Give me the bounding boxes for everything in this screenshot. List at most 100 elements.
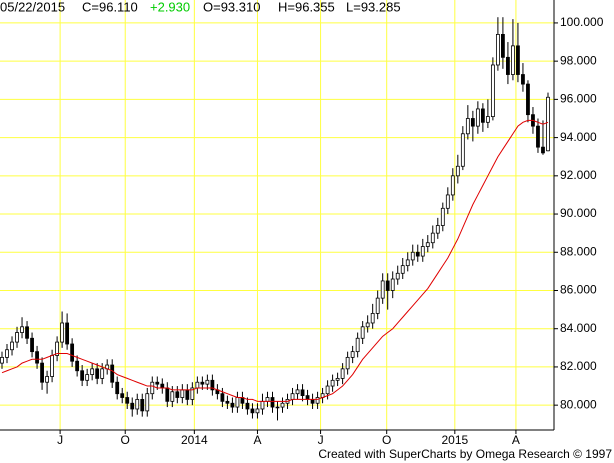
candle-body	[511, 45, 515, 75]
candle-body	[140, 399, 145, 412]
candle-body	[160, 383, 165, 389]
candle-body	[360, 326, 365, 339]
x-tick-label: J	[57, 433, 63, 447]
candle-body	[25, 326, 29, 339]
candle-body	[490, 64, 495, 117]
candle-body	[40, 362, 44, 383]
candle-body	[370, 313, 375, 324]
y-tick-label: 98.000	[560, 53, 597, 67]
candle-body	[375, 297, 380, 314]
candle-body	[385, 280, 390, 291]
candle-body	[435, 225, 440, 234]
candle-body	[400, 265, 405, 274]
y-tick-label: 88.000	[560, 244, 597, 258]
y-tick-label: 92.000	[560, 168, 597, 182]
credit: Created with SuperCharts by Omega Resear…	[318, 447, 612, 461]
candle-body	[75, 360, 80, 372]
candle-body	[235, 397, 240, 408]
candle-body	[80, 370, 85, 381]
candle-body	[410, 251, 415, 261]
candle-body	[475, 108, 480, 127]
candle-body	[5, 349, 9, 358]
candle-body	[50, 355, 54, 377]
header-low: L=93.285	[346, 0, 401, 14]
candle-body	[300, 389, 305, 397]
candle-body	[230, 402, 235, 408]
candle-body	[405, 259, 410, 267]
candle-body	[305, 395, 310, 400]
candle-body	[85, 374, 90, 381]
candle-body	[90, 368, 95, 375]
candle-body	[220, 393, 225, 402]
candle-body	[170, 391, 175, 402]
header-open: O=93.310	[203, 0, 260, 14]
candle-body	[275, 406, 280, 409]
candle-body	[70, 343, 75, 362]
y-tick-label: 80.000	[560, 397, 597, 411]
candle-body	[526, 83, 530, 116]
candle-body	[425, 242, 430, 247]
candle-body	[30, 337, 34, 353]
candle-body	[65, 322, 70, 345]
header-change: +2.930	[150, 0, 190, 14]
y-tick-label: 84.000	[560, 321, 597, 335]
candle-body	[35, 351, 39, 364]
candle-body	[480, 108, 485, 123]
y-tick-label: 100.000	[560, 15, 604, 29]
candle-body	[445, 194, 450, 209]
candle-body	[350, 351, 355, 358]
candle-body	[200, 381, 205, 385]
candle-body	[485, 116, 490, 123]
candle-body	[310, 399, 315, 404]
grid	[0, 0, 554, 430]
x-tick-label: O	[121, 433, 130, 447]
candle-body	[430, 232, 435, 244]
candle-body	[100, 368, 105, 379]
y-tick-label: 96.000	[560, 92, 597, 106]
candle-body	[440, 207, 445, 226]
candle-body	[546, 96, 550, 152]
candle-body	[335, 377, 340, 381]
candle-body	[420, 246, 425, 257]
candle-body	[415, 251, 420, 257]
x-tick-label: A	[253, 433, 261, 447]
candle-body	[495, 34, 500, 66]
candle-body	[365, 322, 370, 328]
candle-body	[130, 402, 135, 410]
x-tick-label: O	[382, 433, 391, 447]
moving-average-line	[1, 119, 549, 402]
candle-body	[390, 278, 395, 291]
candle-body	[470, 118, 475, 127]
candle-body	[45, 376, 49, 383]
candle-body	[165, 387, 170, 402]
candle-body	[521, 74, 525, 85]
candle-body	[195, 381, 200, 389]
candle-body	[110, 364, 115, 383]
x-tick-label: 2014	[181, 433, 208, 447]
candle-body	[125, 397, 130, 404]
candle-body	[345, 356, 350, 370]
candle-body	[325, 385, 330, 395]
candle-body	[536, 125, 540, 148]
candle-body	[0, 356, 4, 364]
x-tick-label: A	[512, 433, 520, 447]
candle-body	[210, 379, 215, 391]
candle-body	[115, 381, 120, 395]
candle-body	[205, 379, 210, 385]
candle-body	[55, 341, 60, 356]
plot	[0, 17, 550, 421]
y-tick-label: 86.000	[560, 283, 597, 297]
header-date: 05/22/2015	[0, 0, 65, 14]
candle-body	[10, 341, 14, 351]
candle-body	[135, 399, 140, 410]
candle-body	[150, 381, 155, 395]
y-tick-label: 82.000	[560, 359, 597, 373]
candle-body	[20, 326, 24, 333]
candle-body	[340, 368, 345, 379]
candle-body	[175, 391, 180, 398]
header-close: C=96.110	[82, 0, 138, 14]
candle-body	[270, 397, 275, 408]
candle-body	[460, 133, 465, 167]
